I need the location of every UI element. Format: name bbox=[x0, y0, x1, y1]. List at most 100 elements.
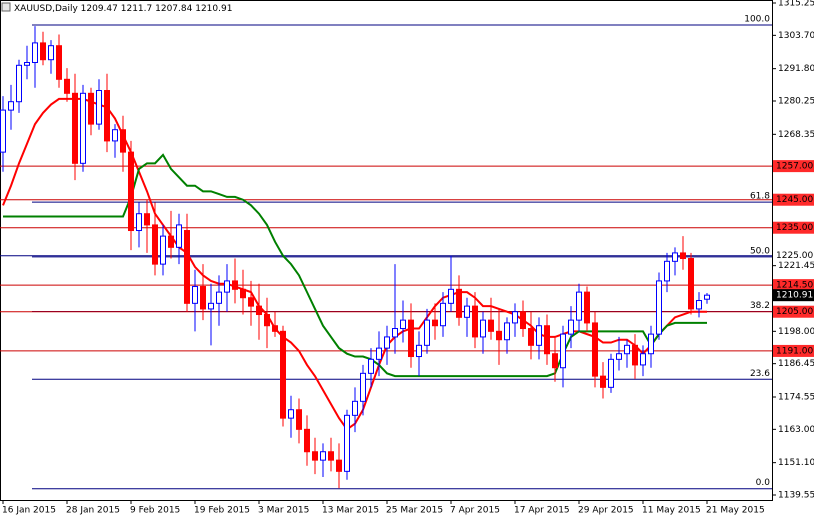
candle-body bbox=[600, 375, 606, 388]
candle-body bbox=[32, 42, 38, 64]
candle-body bbox=[248, 297, 254, 307]
candle-body bbox=[400, 319, 406, 330]
y-tick-label: 1303.70 bbox=[778, 31, 814, 41]
candle-body bbox=[152, 224, 158, 265]
candle-body bbox=[384, 336, 390, 349]
candle-body bbox=[272, 325, 278, 332]
candle-body bbox=[464, 305, 470, 318]
candle-body bbox=[416, 344, 422, 358]
y-tick-label: 1174.55 bbox=[778, 392, 814, 402]
candle-body bbox=[296, 409, 302, 430]
candle-body bbox=[520, 311, 526, 330]
y-tick-label: 1151.10 bbox=[778, 458, 814, 468]
candle-body bbox=[368, 358, 374, 374]
candle-body bbox=[408, 319, 414, 358]
symbol: XAUUSD,Daily bbox=[14, 4, 78, 14]
x-tick-label: 19 Feb 2015 bbox=[194, 506, 250, 516]
x-tick-label: 21 May 2015 bbox=[706, 506, 765, 516]
level-label-box bbox=[773, 160, 814, 173]
candle-body bbox=[424, 319, 430, 346]
candle-body bbox=[0, 109, 6, 153]
level-label-box bbox=[773, 221, 814, 234]
candle-body bbox=[176, 224, 182, 248]
candle-body bbox=[648, 333, 654, 355]
candle-body bbox=[640, 353, 646, 366]
level-label: 1214.50 bbox=[776, 281, 813, 291]
candle-body bbox=[288, 409, 294, 419]
candle-body bbox=[160, 235, 166, 265]
candle-body bbox=[664, 260, 670, 282]
fib-label: 100.0 bbox=[744, 14, 770, 24]
candle-body bbox=[456, 288, 462, 318]
candle-body bbox=[136, 213, 142, 232]
candle-body bbox=[224, 280, 230, 293]
fib-label: 38.2 bbox=[750, 301, 770, 311]
candle-body bbox=[8, 101, 14, 111]
candle-body bbox=[576, 291, 582, 321]
candle-body bbox=[240, 288, 246, 299]
candle-body bbox=[40, 42, 46, 61]
candle-body bbox=[488, 319, 494, 332]
y-tick-label: 1268.35 bbox=[778, 130, 814, 140]
candle-body bbox=[352, 400, 358, 416]
candle-body bbox=[264, 314, 270, 327]
candle-body bbox=[608, 358, 614, 388]
level-label-box bbox=[773, 279, 814, 292]
symbol-icon bbox=[1, 2, 11, 12]
x-tick-label: 3 Mar 2015 bbox=[258, 506, 309, 516]
candle-body bbox=[392, 328, 398, 338]
x-tick-label: 11 May 2015 bbox=[642, 506, 701, 516]
candle-body bbox=[256, 305, 262, 316]
candle-body bbox=[56, 45, 62, 80]
candle-body bbox=[504, 322, 510, 341]
candle-body bbox=[432, 319, 438, 327]
open-value: 1209.47 bbox=[81, 4, 118, 14]
level-label-box bbox=[773, 249, 814, 262]
candle-body bbox=[304, 428, 310, 453]
x-tick-label: 25 Mar 2015 bbox=[386, 506, 443, 516]
fib-label: 23.6 bbox=[750, 369, 770, 379]
low-value: 1207.84 bbox=[155, 4, 192, 14]
candle-body bbox=[632, 344, 638, 366]
candle-body bbox=[360, 372, 366, 402]
plot: 100.0 61.8 50.0 38.2 23.6 0.0 bbox=[0, 14, 772, 490]
candle-body bbox=[528, 328, 534, 346]
candle-body bbox=[88, 92, 94, 125]
candle-body bbox=[472, 305, 478, 338]
candle-body bbox=[96, 90, 102, 125]
y-tick-label: 1221.45 bbox=[778, 261, 814, 271]
candle-body bbox=[440, 302, 446, 327]
level-label: 1225.00 bbox=[776, 251, 813, 261]
candle-body bbox=[496, 330, 502, 341]
candle-body bbox=[704, 294, 710, 300]
y-tick-label: 1163.00 bbox=[778, 425, 814, 435]
y-tick-label: 1186.45 bbox=[778, 359, 814, 369]
x-tick-label: 13 Mar 2015 bbox=[322, 506, 379, 516]
level-label: 1245.00 bbox=[776, 195, 813, 205]
chart-title: XAUUSD,Daily 1209.47 1211.7 1207.84 1210… bbox=[14, 4, 232, 14]
level-label: 1235.00 bbox=[776, 223, 813, 233]
candle-body bbox=[344, 414, 350, 472]
candle-body bbox=[200, 286, 206, 310]
candle-body bbox=[480, 319, 486, 338]
candle-body bbox=[232, 280, 238, 290]
high-value: 1211.7 bbox=[121, 4, 153, 14]
candle-body bbox=[184, 230, 190, 304]
y-tick-label: 1291.80 bbox=[778, 64, 814, 74]
level-label: 1191.00 bbox=[776, 346, 813, 356]
candle-body bbox=[672, 252, 678, 262]
candle-body bbox=[376, 347, 382, 360]
candle-body bbox=[320, 451, 326, 461]
x-tick-label: 17 Apr 2015 bbox=[514, 506, 570, 516]
close-value: 1210.91 bbox=[195, 4, 232, 14]
candle-body bbox=[144, 213, 150, 226]
candle-body bbox=[120, 129, 126, 153]
candle-body bbox=[104, 90, 110, 142]
candle-body bbox=[560, 333, 566, 369]
candle-body bbox=[624, 344, 630, 355]
candle-body bbox=[112, 129, 118, 142]
candle-body bbox=[48, 45, 54, 61]
candle-body bbox=[336, 459, 342, 472]
candle-body bbox=[328, 451, 334, 461]
